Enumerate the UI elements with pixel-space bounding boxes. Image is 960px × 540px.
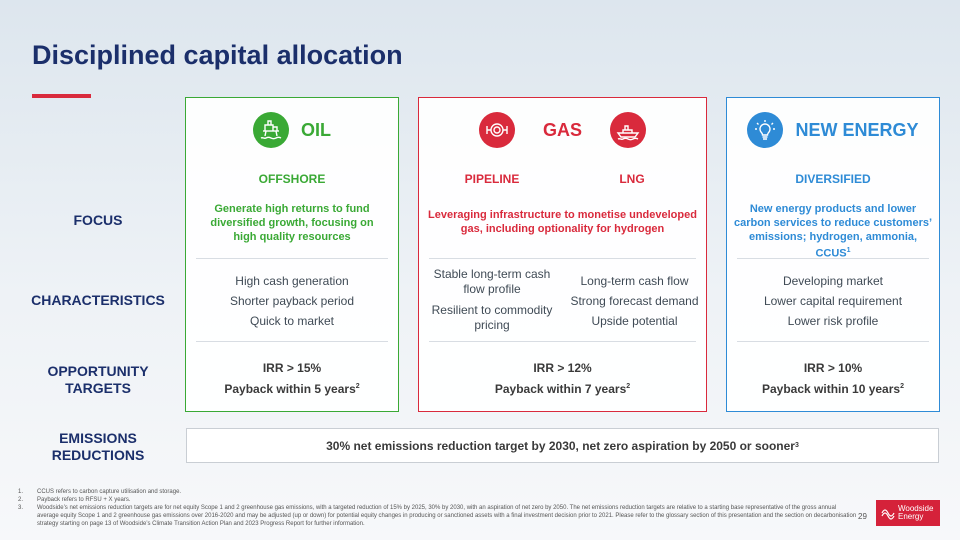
lng-ship-icon [610,112,646,148]
new-energy-focus-text: New energy products and lower carbon ser… [733,203,933,260]
woodside-logo: Woodside Energy [876,500,940,526]
new-energy-payback-target: Payback within 10 years2 [762,382,904,396]
new-energy-panel-title: NEW ENERGY [795,119,919,140]
new-energy-characteristic: Developing market [782,274,884,288]
oil-panel-title: OIL [301,119,331,140]
title-accent-rule [32,94,91,98]
gas-focus-text: Leveraging infrastructure to monetise un… [428,209,697,235]
oil-panel: OIL OFFSHORE Generate high returns to fu… [185,97,399,412]
oil-payback-target: Payback within 5 years2 [224,382,360,396]
divider [737,341,929,342]
oil-characteristic: High cash generation [235,274,349,288]
divider [196,341,388,342]
new-energy-panel-header: NEW ENERGY [727,112,939,148]
gas-payback-target: Payback within 7 years2 [494,382,631,396]
page-title: Disciplined capital allocation [32,40,403,70]
lng-characteristic: Strong forecast demand [570,294,699,308]
new-energy-panel: NEW ENERGY DIVERSIFIED New energy produc… [726,97,940,412]
new-energy-characteristic: Lower capital requirement [763,294,903,308]
footnote-ref: 2 [355,383,360,390]
gas-panel-title: GAS [542,119,582,140]
page-number: 29 [858,512,867,521]
pipeline-characteristic: Stable long-term cash flow profile [433,267,551,296]
oil-characteristic: Quick to market [249,314,335,328]
gas-panel: GAS PIPELINE LNG Leveraging infrastructu… [418,97,707,412]
gas-sub-label-pipeline: PIPELINE [464,172,520,186]
footnote-ref: 2 [626,383,631,390]
divider [737,258,929,259]
new-energy-characteristic: Lower risk profile [787,314,879,328]
emissions-target-text: 30% net emissions reduction target by 20… [326,438,795,453]
pipeline-characteristic: Resilient to commodity pricing [431,303,553,332]
gas-panel-header: GAS [419,112,706,148]
divider [429,258,696,259]
footnote-ref: 3 [794,442,799,449]
oil-sub-label: OFFSHORE [258,172,326,186]
footnote-item: 1. CCUS refers to carbon capture utilisat… [18,489,182,495]
lng-characteristic: Long-term cash flow [580,274,689,288]
oil-focus-text: Generate high returns to fund diversifie… [210,203,374,243]
emissions-target-box: 30% net emissions reduction target by 20… [186,428,939,463]
woodside-logo-text: Woodside Energy [898,504,934,521]
row-label-focus: FOCUS [73,212,123,228]
gas-irr-target: IRR > 12% [533,361,592,375]
row-label-characteristics: CHARACTERISTICS [31,292,165,308]
pipeline-icon [478,112,515,148]
footnote-ref: 2 [900,383,904,390]
new-energy-sub-label: DIVERSIFIED [795,172,871,186]
gas-sub-label-lng: LNG [619,172,645,186]
footnote-item: 3. Woodside’s net emissions reduction tar… [18,505,857,527]
new-energy-irr-target: IRR > 10% [803,361,863,375]
oil-irr-target: IRR > 15% [262,361,322,375]
oil-platform-icon [253,112,289,148]
oil-characteristic: Shorter payback period [229,294,355,308]
footnote-item: 2. Payback refers to RFSU + X years. [18,497,131,503]
woodside-logo-mark-icon [881,509,895,520]
divider [429,341,696,342]
row-label-opportunity-targets: OPPORTUNITY TARGETS [47,363,149,396]
lng-characteristic: Upside potential [591,314,678,328]
lightbulb-icon [747,112,784,148]
footnotes: 1. CCUS refers to carbon capture utilisat… [18,488,858,528]
oil-panel-header: OIL [186,112,398,148]
row-label-emissions-reductions: EMISSIONS REDUCTIONS [51,430,145,463]
footnote-ref: 1 [846,247,851,254]
divider [196,258,388,259]
